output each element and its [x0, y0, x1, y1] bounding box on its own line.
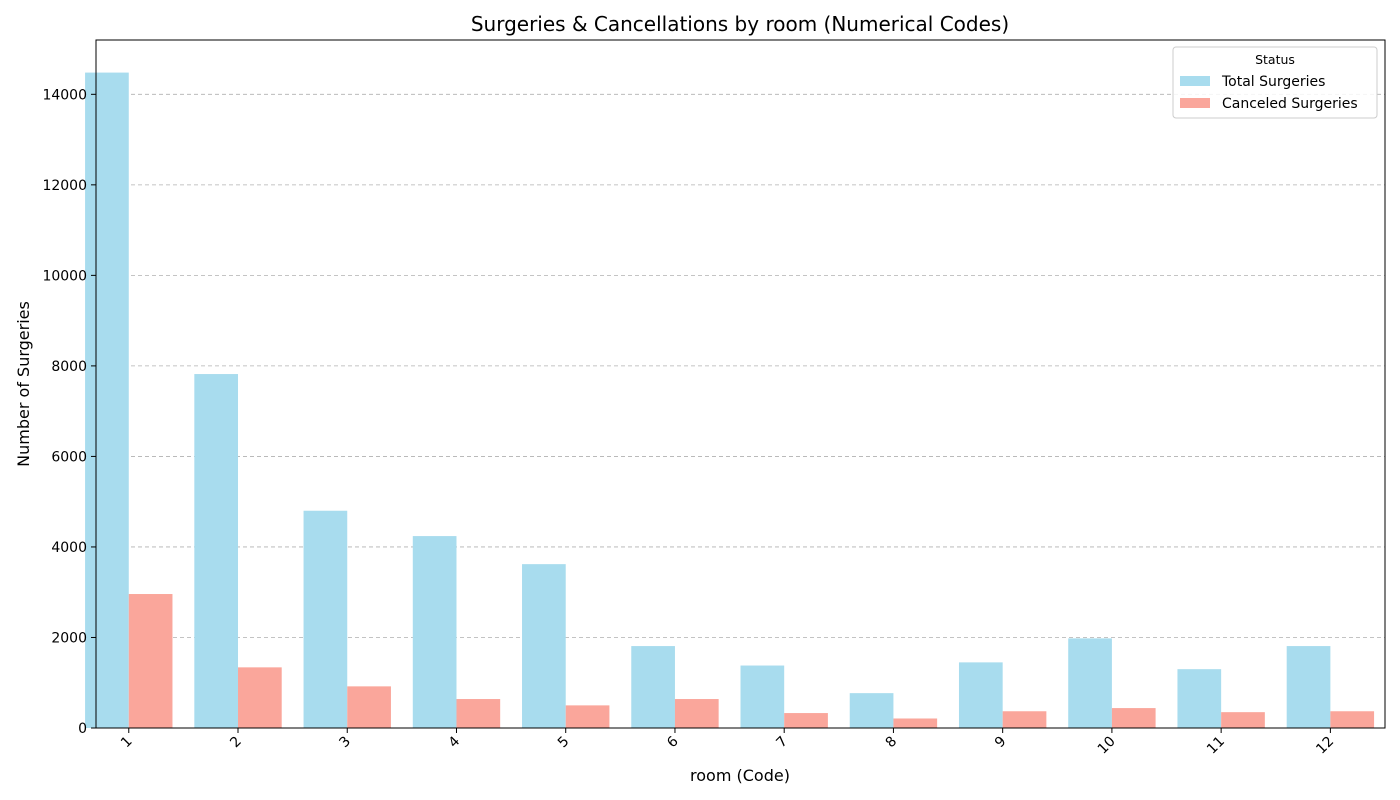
x-tick-label: 12 [1313, 734, 1337, 758]
y-tick-label: 2000 [51, 630, 87, 646]
bar-total-room-9 [958, 662, 1003, 728]
bar-total-room-4 [412, 536, 457, 728]
y-tick-label: 8000 [51, 359, 87, 375]
bar-canceled-room-11 [1221, 712, 1265, 728]
bar-total-room-5 [522, 564, 566, 728]
x-tick-label: 3 [336, 734, 354, 752]
bar-total-room-12 [1286, 646, 1331, 728]
x-tick-label: 4 [446, 733, 464, 751]
bar-total-room-2 [194, 374, 239, 728]
y-tick-label: 6000 [51, 449, 87, 465]
x-tick-label: 1 [118, 734, 136, 752]
bar-total-room-10 [1068, 638, 1112, 728]
bar-canceled-room-2 [238, 667, 282, 728]
legend-frame [1172, 46, 1378, 119]
y-tick-label: 4000 [51, 540, 87, 556]
x-tick-label: 2 [227, 734, 245, 752]
y-axis-label: Number of Surgeries [14, 301, 33, 467]
bar-canceled-room-5 [565, 705, 610, 728]
x-tick-label: 11 [1204, 734, 1228, 758]
bar-canceled-room-3 [347, 686, 391, 728]
bar-canceled-room-6 [674, 699, 719, 728]
plot-frame [95, 39, 1386, 729]
bar-canceled-room-9 [1002, 711, 1047, 728]
bar-total-room-11 [1177, 669, 1222, 728]
legend-title: Status [1255, 52, 1295, 67]
y-tick-label: 12000 [42, 178, 87, 194]
grid-layer [96, 93, 1385, 729]
x-tick-label: 9 [992, 734, 1010, 752]
bar-canceled-room-7 [784, 713, 828, 728]
legend-label-canceled: Canceled Surgeries [1222, 96, 1358, 112]
bar-total-room-1 [85, 72, 129, 728]
chart-title: Surgeries & Cancellations by room (Numer… [471, 12, 1009, 36]
x-tick-label: 10 [1095, 734, 1119, 758]
bar-canceled-room-12 [1330, 711, 1375, 728]
y-tick-label: 10000 [42, 268, 87, 284]
bar-canceled-room-8 [893, 718, 938, 728]
bar-canceled-room-10 [1111, 708, 1156, 728]
x-tick-label: 6 [664, 733, 682, 751]
y-tick-label: 14000 [42, 87, 87, 103]
bars-layer [85, 72, 1375, 728]
x-axis-label: room (Code) [690, 766, 790, 785]
x-tick-label: 5 [555, 734, 573, 752]
x-tick-label: 8 [883, 734, 901, 752]
legend: Status Total Surgeries Canceled Surgerie… [1172, 46, 1378, 119]
bar-total-room-7 [740, 665, 785, 728]
y-tick-label: 0 [78, 721, 87, 737]
bar-canceled-room-4 [456, 699, 501, 728]
bar-total-room-8 [849, 693, 894, 728]
legend-label-total: Total Surgeries [1221, 74, 1325, 90]
x-tick-label: 7 [773, 734, 791, 752]
legend-swatch-total [1180, 76, 1210, 86]
bar-total-room-6 [631, 646, 675, 728]
bar-canceled-room-1 [128, 594, 173, 728]
legend-swatch-canceled [1180, 98, 1210, 108]
bar-total-room-3 [303, 510, 348, 728]
